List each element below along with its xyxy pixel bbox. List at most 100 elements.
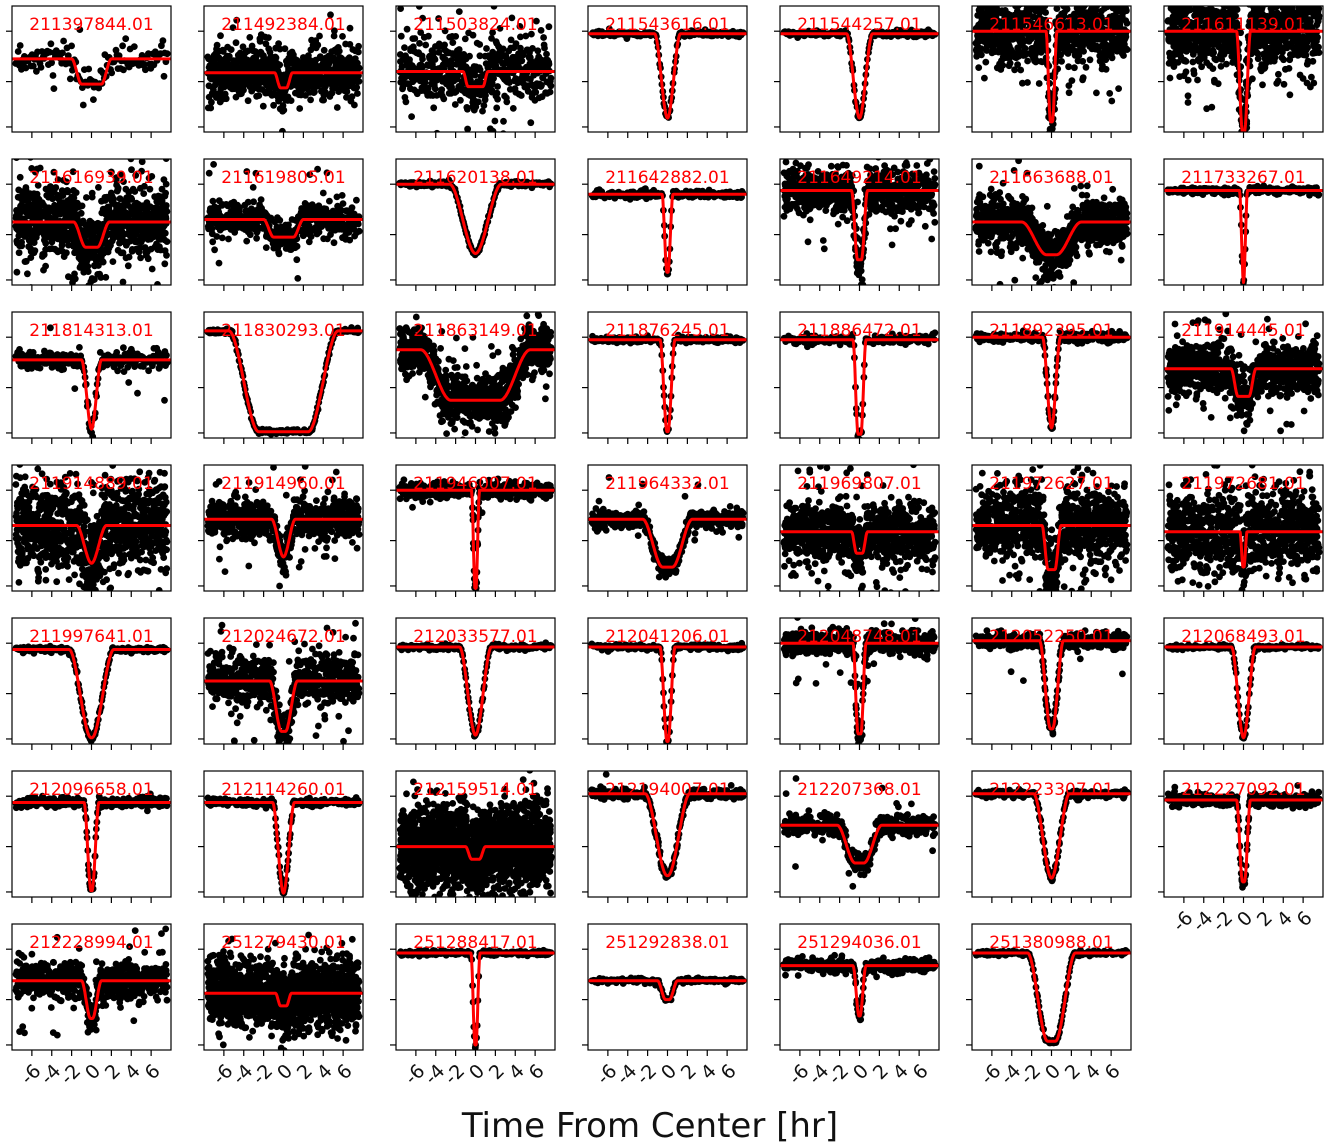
data-point-outlier	[217, 32, 224, 40]
data-point	[1042, 16, 1049, 24]
data-point	[435, 43, 443, 50]
data-point	[37, 64, 45, 71]
model-curve	[12, 220, 171, 249]
data-point	[411, 35, 419, 42]
data-points	[1164, 0, 1323, 155]
data-point	[1279, 0, 1286, 4]
y-ticks	[966, 30, 972, 128]
data-point	[85, 65, 93, 73]
data-point	[1115, 85, 1122, 92]
data-point	[108, 168, 115, 176]
data-point	[119, 249, 127, 257]
data-point-outlier	[1108, 97, 1116, 105]
data-point	[222, 95, 230, 103]
data-point	[430, 49, 438, 57]
data-point	[259, 102, 267, 110]
model-curve	[972, 29, 1131, 124]
light-curve-panel: 211546613.01	[966, 0, 1132, 138]
data-point-outlier	[265, 34, 272, 41]
data-point	[163, 208, 171, 215]
data-point	[225, 235, 232, 243]
data-point	[534, 47, 542, 55]
data-point	[1104, 0, 1111, 2]
data-point	[31, 247, 39, 255]
data-point	[1174, 59, 1182, 66]
data-point	[1208, 103, 1216, 111]
data-point-outlier	[147, 291, 154, 298]
data-point	[493, 104, 501, 112]
data-point	[346, 41, 354, 48]
data-point	[492, 62, 500, 69]
data-point	[109, 258, 117, 265]
data-point	[518, 57, 526, 65]
data-point	[1223, 60, 1230, 68]
data-point	[1189, 58, 1197, 66]
data-point	[59, 49, 66, 57]
data-point	[1170, 63, 1178, 70]
data-point	[988, 0, 995, 3]
data-point	[1124, 0, 1131, 4]
data-point	[1315, 6, 1323, 13]
x-ticks	[223, 132, 344, 138]
data-point	[1054, 0, 1061, 5]
data-point	[1315, 49, 1323, 56]
data-point	[1017, 66, 1025, 74]
data-point	[355, 78, 363, 85]
data-point	[287, 97, 295, 104]
data-point	[1184, 76, 1192, 84]
data-point	[16, 42, 24, 49]
data-point	[47, 40, 55, 48]
x-ticks	[31, 285, 152, 291]
data-point	[476, 52, 484, 60]
panel-plot-area	[588, 25, 747, 121]
data-point	[320, 46, 328, 54]
data-point	[1225, 0, 1232, 3]
data-point	[519, 51, 527, 59]
data-point	[1240, 137, 1247, 144]
data-point	[451, 101, 459, 108]
data-point	[541, 44, 548, 52]
data-point	[218, 234, 226, 242]
data-point	[1280, 56, 1287, 64]
data-point	[1190, 70, 1198, 78]
data-point	[1242, 139, 1249, 146]
data-point-outlier	[486, 125, 494, 132]
data-point-outlier	[50, 85, 58, 92]
data-point	[81, 291, 88, 298]
data-point	[311, 88, 318, 96]
data-point	[1079, 57, 1087, 65]
data-point-outlier	[435, 15, 442, 22]
data-point	[546, 88, 554, 96]
data-point-outlier	[69, 168, 77, 176]
data-point	[49, 72, 57, 79]
y-ticks	[6, 30, 12, 128]
data-point	[1053, 6, 1061, 12]
data-point	[1068, 0, 1075, 2]
data-point	[1078, 0, 1085, 3]
data-point	[454, 72, 462, 79]
data-point	[66, 75, 74, 83]
data-point	[1006, 59, 1014, 67]
data-point	[1212, 56, 1220, 64]
data-point-outlier	[1259, 81, 1266, 89]
light-curve-panel: 211619805.01	[198, 158, 364, 291]
data-point-outlier	[1211, 76, 1218, 84]
data-point	[461, 35, 469, 43]
data-point	[1239, 148, 1246, 155]
data-point	[208, 98, 215, 106]
data-point	[27, 254, 35, 261]
data-point	[1081, 6, 1088, 9]
data-point	[547, 74, 555, 82]
data-point	[159, 37, 167, 45]
data-point	[1302, 51, 1310, 59]
data-point	[331, 27, 338, 35]
data-point	[1014, 61, 1021, 68]
data-point	[406, 56, 413, 63]
data-point	[483, 45, 490, 52]
data-point	[244, 47, 252, 55]
model-curve	[12, 57, 171, 86]
data-point	[522, 32, 530, 40]
data-point-outlier	[162, 159, 170, 162]
data-point	[1042, 9, 1049, 16]
data-point	[1104, 0, 1111, 2]
